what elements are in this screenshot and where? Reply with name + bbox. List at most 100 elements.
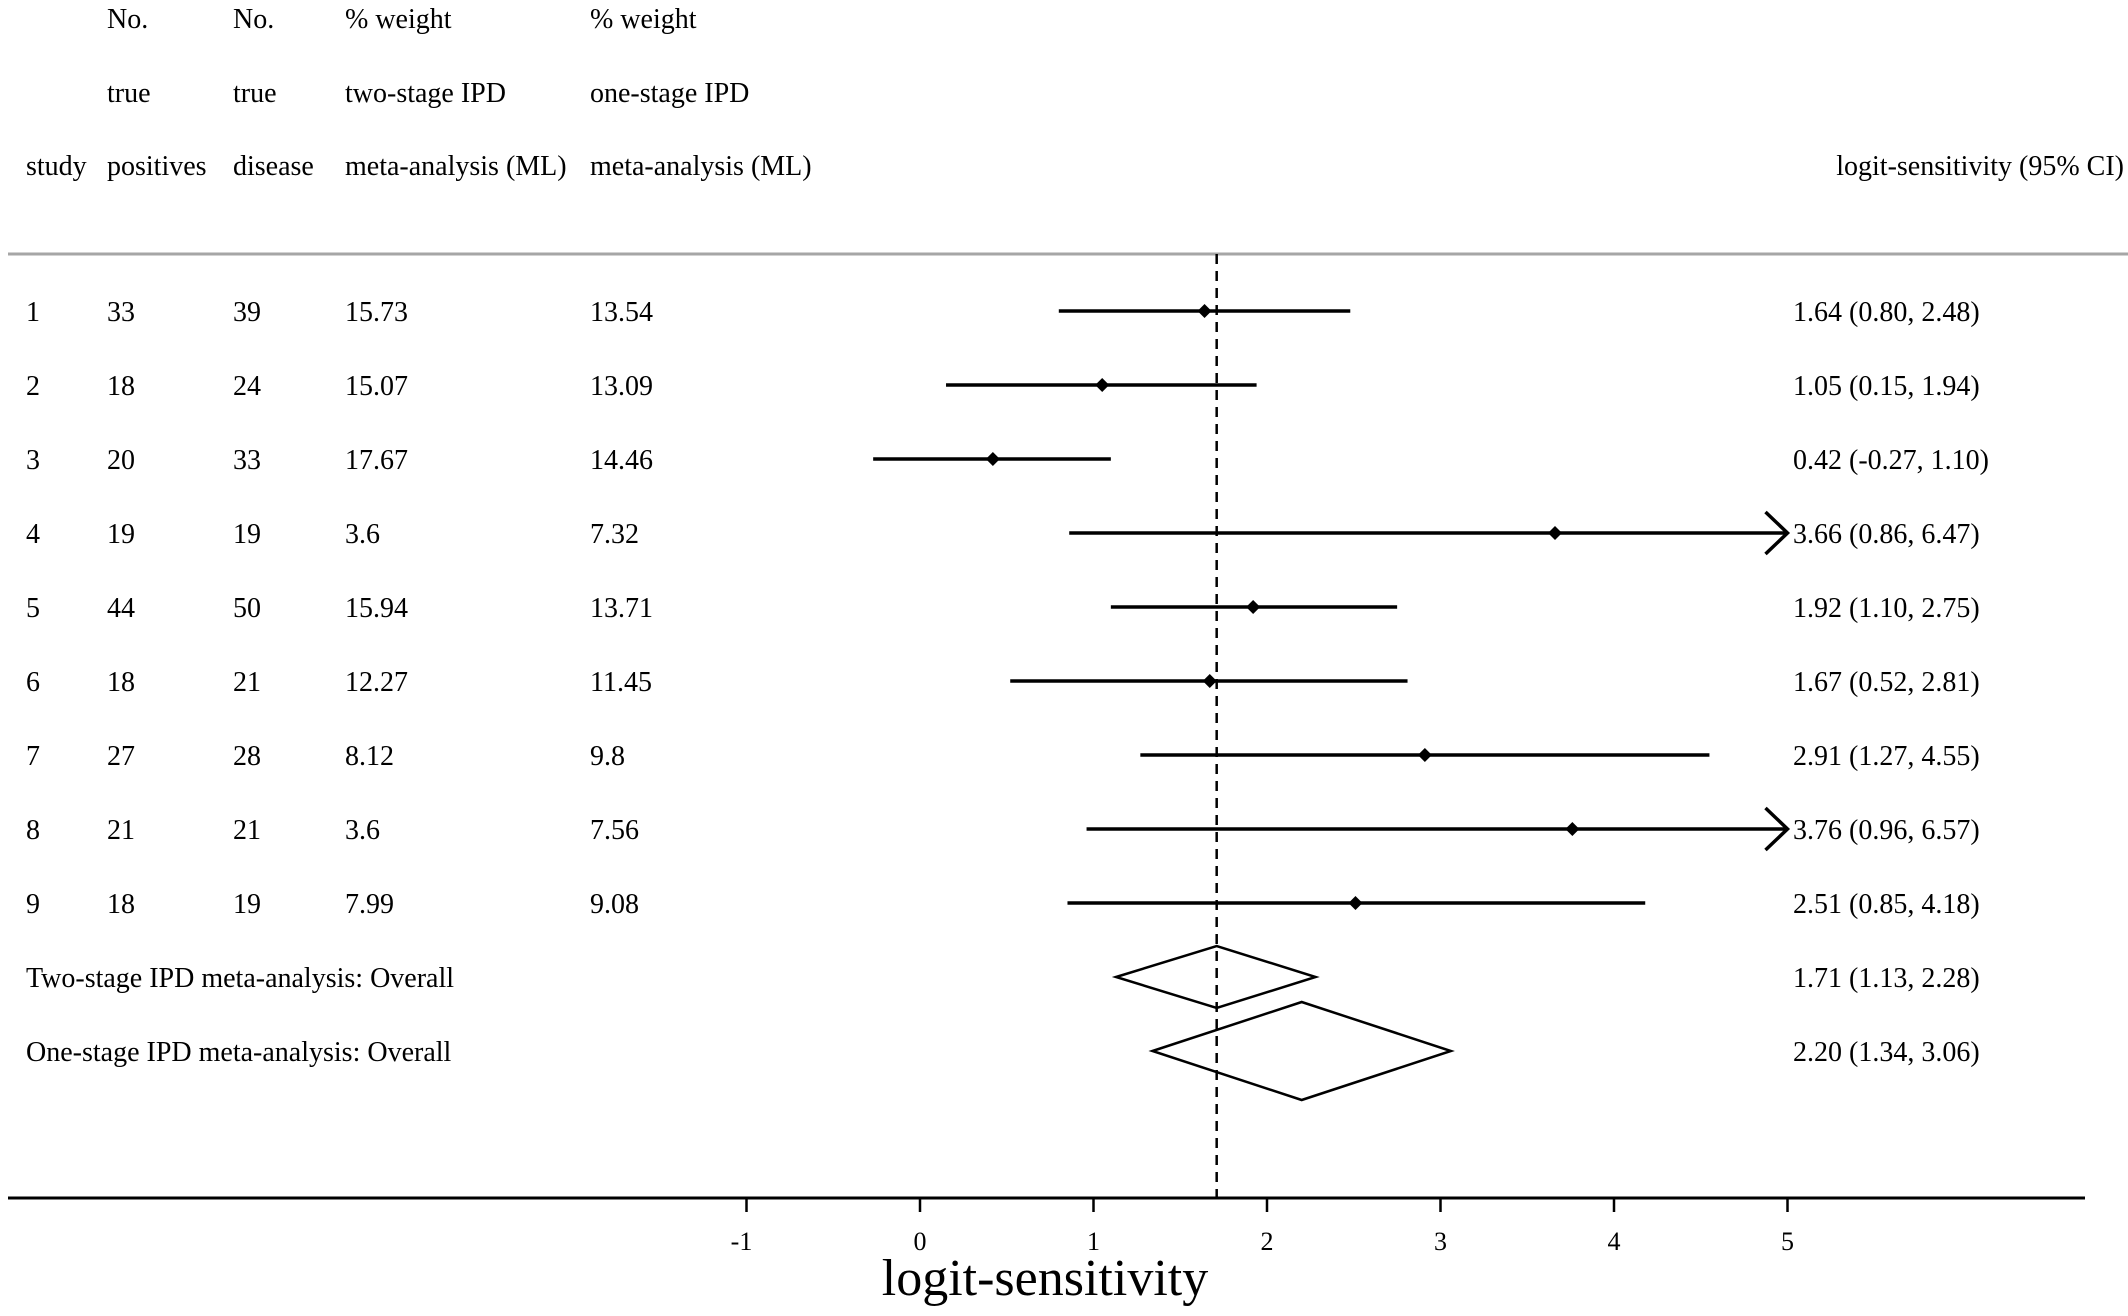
cell-w1: 7.56 — [590, 815, 639, 846]
cell-w2: 7.99 — [345, 889, 394, 920]
plot-marks — [873, 254, 1791, 1198]
point-estimate — [1348, 896, 1363, 910]
table-row: 5 44 50 15.94 13.71 1.92 (1.10, 2.75) — [26, 593, 1980, 624]
cell-study: 4 — [26, 519, 40, 550]
cell-study: 8 — [26, 815, 40, 846]
x-axis-label: logit-sensitivity — [882, 1250, 1208, 1307]
cell-tp: 33 — [107, 297, 135, 328]
point-estimate — [1246, 600, 1261, 614]
cell-disease: 50 — [233, 593, 261, 624]
point-estimate — [1202, 674, 1217, 688]
cell-tp: 18 — [107, 667, 135, 698]
table-row: 8 21 21 3.6 7.56 3.76 (0.96, 6.57) — [26, 815, 1980, 846]
cell-w1: 13.71 — [590, 593, 653, 624]
overall-label: One-stage IPD meta-analysis: Overall — [26, 1037, 452, 1068]
point-estimate — [1565, 822, 1580, 836]
header-disease-line-1: true — [233, 78, 277, 109]
header-w1-line-1: one-stage IPD — [590, 78, 749, 109]
cell-tp: 27 — [107, 741, 135, 772]
table-row: 7 27 28 8.12 9.8 2.91 (1.27, 4.55) — [26, 741, 1980, 772]
cell-disease: 21 — [233, 815, 261, 846]
cell-disease: 19 — [233, 889, 261, 920]
point-estimate — [1417, 748, 1432, 762]
cell-w1: 9.08 — [590, 889, 639, 920]
table-row: 3 20 33 17.67 14.46 0.42 (-0.27, 1.10) — [26, 445, 1989, 476]
cell-w1: 7.32 — [590, 519, 639, 550]
cell-study: 1 — [26, 297, 40, 328]
cell-w1: 13.09 — [590, 371, 653, 402]
header-w1-line-2: meta-analysis (ML) — [590, 151, 812, 182]
header-ci: logit-sensitivity (95% CI) — [1836, 151, 2124, 182]
header-w2-line-1: two-stage IPD — [345, 78, 506, 109]
table-row: 9 18 19 7.99 9.08 2.51 (0.85, 4.18) — [26, 889, 1980, 920]
cell-disease: 28 — [233, 741, 261, 772]
cell-ci: 3.76 (0.96, 6.57) — [1793, 815, 1980, 846]
x-tick-label: 2 — [1261, 1227, 1274, 1256]
cell-ci: 1.05 (0.15, 1.94) — [1793, 371, 1980, 402]
header-disease-line-2: disease — [233, 151, 314, 182]
cell-tp: 21 — [107, 815, 135, 846]
header-w2-line-0: % weight — [345, 4, 452, 35]
cell-w2: 3.6 — [345, 815, 380, 846]
cell-w1: 11.45 — [590, 667, 652, 698]
x-tick-label: 4 — [1608, 1227, 1621, 1256]
cell-disease: 21 — [233, 667, 261, 698]
header-disease-line-0: No. — [233, 4, 274, 35]
cell-tp: 19 — [107, 519, 135, 550]
cell-disease: 24 — [233, 371, 261, 402]
x-tick-label: -1 — [731, 1227, 753, 1256]
cell-ci: 2.51 (0.85, 4.18) — [1793, 889, 1980, 920]
header-tp-line-0: No. — [107, 4, 148, 35]
cell-w2: 15.94 — [345, 593, 408, 624]
overall-label: Two-stage IPD meta-analysis: Overall — [26, 963, 454, 994]
overall-row: One-stage IPD meta-analysis: Overall 2.20… — [26, 1037, 1980, 1068]
study-rows: 1 33 39 15.73 13.54 1.64 (0.80, 2.48)2 18 24 15.… — [26, 297, 1989, 1068]
cell-w1: 13.54 — [590, 297, 653, 328]
overall-row: Two-stage IPD meta-analysis: Overall 1.71… — [26, 963, 1980, 994]
cell-study: 3 — [26, 445, 40, 476]
cell-study: 9 — [26, 889, 40, 920]
x-tick-label: 5 — [1781, 1227, 1794, 1256]
point-estimate — [1548, 526, 1563, 540]
cell-disease: 33 — [233, 445, 261, 476]
ci-arrow — [1764, 510, 1791, 556]
table-header: study No. true positives No. true disease % wei… — [26, 4, 2124, 182]
cell-w2: 15.07 — [345, 371, 408, 402]
cell-w2: 8.12 — [345, 741, 394, 772]
cell-w2: 15.73 — [345, 297, 408, 328]
cell-ci: 2.20 (1.34, 3.06) — [1793, 1037, 1980, 1068]
header-tp-line-2: positives — [107, 151, 207, 182]
cell-w1: 9.8 — [590, 741, 625, 772]
cell-tp: 20 — [107, 445, 135, 476]
point-estimate — [1095, 378, 1110, 392]
cell-ci: 1.71 (1.13, 2.28) — [1793, 963, 1980, 994]
cell-ci: 0.42 (-0.27, 1.10) — [1793, 445, 1989, 476]
x-tick-label: 1 — [1087, 1227, 1100, 1256]
cell-w1: 14.46 — [590, 445, 653, 476]
cell-w2: 17.67 — [345, 445, 408, 476]
cell-ci: 1.92 (1.10, 2.75) — [1793, 593, 1980, 624]
cell-disease: 39 — [233, 297, 261, 328]
cell-w2: 12.27 — [345, 667, 408, 698]
cell-study: 5 — [26, 593, 40, 624]
table-row: 1 33 39 15.73 13.54 1.64 (0.80, 2.48) — [26, 297, 1980, 328]
ci-arrow — [1764, 806, 1791, 852]
header-w2-line-2: meta-analysis (ML) — [345, 151, 567, 182]
x-tick-label: 0 — [914, 1227, 927, 1256]
cell-ci: 2.91 (1.27, 4.55) — [1793, 741, 1980, 772]
cell-tp: 18 — [107, 889, 135, 920]
cell-ci: 3.66 (0.86, 6.47) — [1793, 519, 1980, 550]
cell-w2: 3.6 — [345, 519, 380, 550]
header-tp-line-1: true — [107, 78, 151, 109]
x-axis-ticks: -1 0 1 2 3 4 5 — [731, 1198, 1794, 1256]
point-estimate — [985, 452, 1000, 466]
overall-diamond — [1148, 1000, 1455, 1102]
table-row: 2 18 24 15.07 13.09 1.05 (0.15, 1.94) — [26, 371, 1980, 402]
cell-study: 7 — [26, 741, 40, 772]
cell-ci: 1.64 (0.80, 2.48) — [1793, 297, 1980, 328]
cell-tp: 44 — [107, 593, 135, 624]
cell-study: 2 — [26, 371, 40, 402]
table-row: 6 18 21 12.27 11.45 1.67 (0.52, 2.81) — [26, 667, 1980, 698]
header-study-line-0: study — [26, 151, 87, 182]
